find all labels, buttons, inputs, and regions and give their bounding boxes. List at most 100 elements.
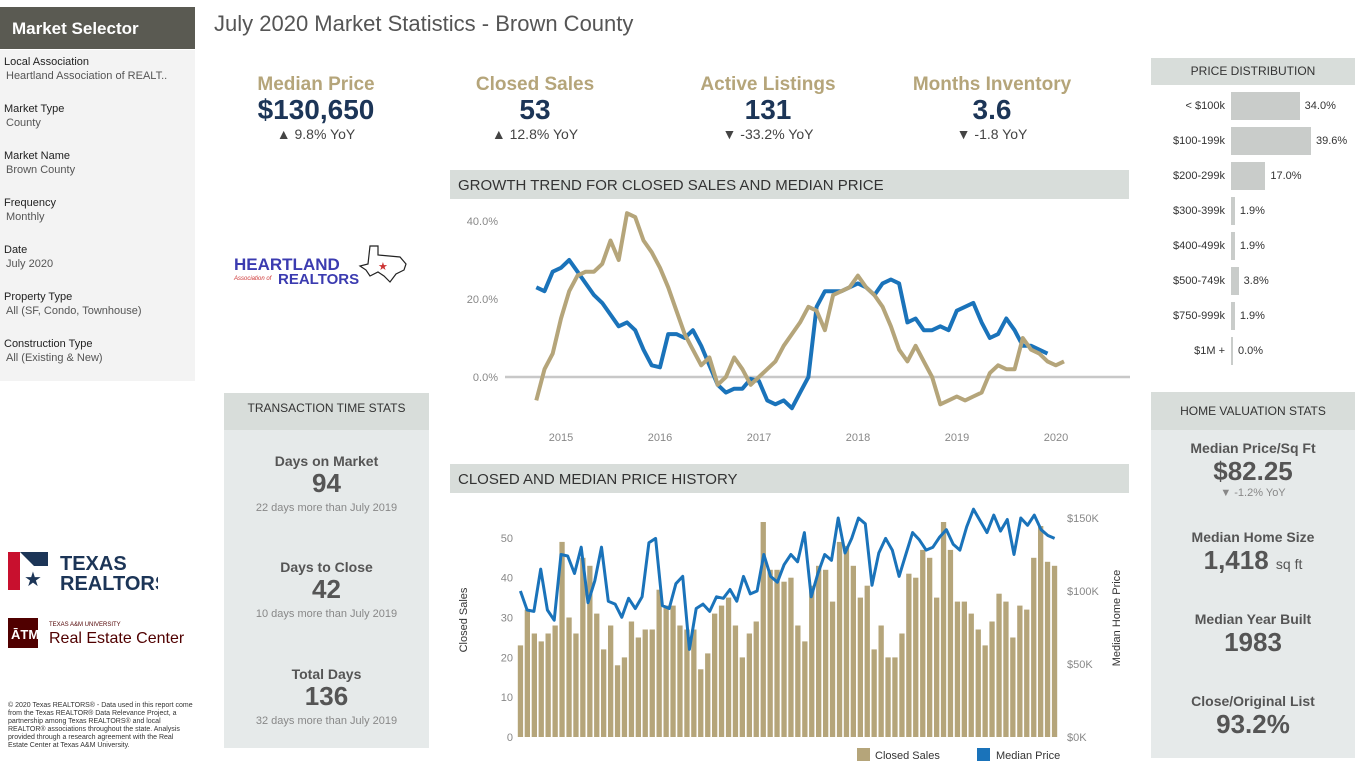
closed-sales-bar xyxy=(642,629,648,737)
y2-tick-label: $0K xyxy=(1067,732,1087,744)
price-distribution-row: $200-299k 17.0% xyxy=(1151,162,1366,190)
price-band-bar xyxy=(1231,92,1300,120)
closed-sales-bar xyxy=(982,645,988,737)
closed-sales-bar xyxy=(698,669,704,737)
closed-sales-bar xyxy=(788,577,794,737)
closed-sales-bar xyxy=(871,649,877,737)
y-tick-label: 0.0% xyxy=(473,372,498,384)
kpi-value: 131 xyxy=(744,94,792,125)
closed-sales-bar xyxy=(913,577,919,737)
closed-sales-bar xyxy=(927,557,933,737)
median-home-size-stat: Median Home Size 1,418 sq ft xyxy=(1151,529,1355,576)
copyright-text: © 2020 Texas REALTORS® - Data used in th… xyxy=(8,702,193,749)
filter-date[interactable]: July 2020 xyxy=(6,258,54,270)
y2-tick-label: $100K xyxy=(1067,586,1099,598)
filter-label-association: Local Association xyxy=(4,56,89,68)
filter-label-date: Date xyxy=(4,244,28,256)
filter-market-name[interactable]: Brown County xyxy=(6,164,76,176)
price-band-label: $400-499k xyxy=(1173,240,1225,252)
heartland-logo: HEARTLAND Association of REALTORS ★ xyxy=(228,240,413,290)
price-band-bar xyxy=(1231,232,1235,260)
price-distribution-row: $300-399k 1.9% xyxy=(1151,197,1366,225)
kpi-closed-sales: Closed Sales 53 ▲ 12.8% YoY xyxy=(435,74,635,142)
closed-sales-growth-line xyxy=(534,211,1065,407)
texas-logo-top: TEXAS xyxy=(60,553,127,575)
kpi-change: ▲ 12.8% YoY xyxy=(491,126,579,142)
filter-label-market-type: Market Type xyxy=(4,103,65,115)
kpi-value: 3.6 xyxy=(972,94,1012,125)
closed-median-price-history-chart: 0 10 20 30 40 50 $0K $50K $100K $150K Closed Sales… xyxy=(458,507,1123,762)
price-band-label: $300-399k xyxy=(1173,205,1225,217)
tamu-mark-icon xyxy=(8,618,38,648)
closed-sales-bar xyxy=(614,665,621,737)
price-band-pct: 1.9% xyxy=(1239,310,1265,322)
logo-star-icon: ★ xyxy=(24,569,42,591)
x-tick-label: 2015 xyxy=(549,432,573,444)
stat-value: $82.25 xyxy=(1213,456,1293,486)
texas-logo-bottom: REALTORS xyxy=(60,573,158,594)
stat-label: Days on Market xyxy=(274,453,379,469)
filter-property-type[interactable]: All (SF, Condo, Townhouse) xyxy=(6,305,142,317)
filter-label-construction-type: Construction Type xyxy=(4,338,93,350)
filter-frequency[interactable]: Monthly xyxy=(6,211,45,223)
closed-sales-bar xyxy=(705,653,711,737)
closed-sales-bar xyxy=(885,657,891,737)
closed-sales-bar xyxy=(823,569,829,737)
y-tick-label: 0 xyxy=(507,732,513,744)
closed-sales-bar xyxy=(545,633,551,737)
filter-label-frequency: Frequency xyxy=(4,197,56,209)
price-band-label: $200-299k xyxy=(1173,170,1225,182)
closed-sales-bar xyxy=(961,601,967,737)
closed-sales-bar xyxy=(635,637,641,737)
total-days-stat: Total Days 136 32 days more than July 20… xyxy=(224,666,429,727)
market-selector-panel: Local Association Heartland Association … xyxy=(0,50,195,381)
kpi-value: 53 xyxy=(519,94,551,125)
closed-sales-bar xyxy=(906,573,912,737)
close-original-list-stat: Close/Original List 93.2% xyxy=(1151,693,1355,740)
closed-sales-bar xyxy=(802,641,808,737)
closed-sales-bar xyxy=(850,565,856,737)
closed-sales-bar xyxy=(621,657,628,737)
x-tick-label: 2019 xyxy=(945,432,969,444)
closed-sales-bar xyxy=(947,549,954,737)
closed-sales-bar xyxy=(732,625,739,737)
x-tick-label: 2017 xyxy=(747,432,771,444)
stat-value: 1,418 xyxy=(1203,545,1269,575)
filter-association[interactable]: Heartland Association of REALT.. xyxy=(6,70,168,82)
price-band-label: $100-199k xyxy=(1173,135,1225,147)
price-band-label: $500-749k xyxy=(1173,275,1225,287)
closed-sales-bar xyxy=(677,625,683,737)
closed-sales-bar xyxy=(829,601,836,737)
kpi-change: ▼ -1.8 YoY xyxy=(956,126,1028,142)
filter-market-type[interactable]: County xyxy=(6,117,41,129)
growth-trend-chart: 0.0% 20.0% 40.0% 2015 2016 2017 2018 2019 2020 xyxy=(467,211,1130,444)
price-band-pct: 3.8% xyxy=(1243,275,1269,287)
closed-sales-bar xyxy=(857,597,863,737)
closed-sales-bar xyxy=(552,625,558,737)
y-tick-label: 10 xyxy=(501,692,513,704)
closed-sales-bar xyxy=(753,621,759,737)
y-tick-label: 20 xyxy=(501,652,513,664)
page-title: July 2020 Market Statistics - Brown Coun… xyxy=(214,11,634,36)
closed-sales-bar xyxy=(691,629,697,737)
price-distribution-row: $400-499k 1.9% xyxy=(1151,232,1366,260)
tamu-real-estate-center-logo: ĀTM TEXAS A&M UNIVERSITY Real Estate Cen… xyxy=(8,616,193,657)
closed-sales-bar xyxy=(878,625,884,737)
closed-sales-bar xyxy=(940,522,947,737)
price-band-bar xyxy=(1231,127,1311,155)
closed-sales-bar xyxy=(760,522,766,737)
closed-sales-bar xyxy=(712,613,718,737)
price-band-label: $1M + xyxy=(1194,345,1225,357)
closed-sales-bar xyxy=(809,585,815,737)
closed-sales-bar xyxy=(684,629,690,737)
closed-sales-bar xyxy=(594,613,600,737)
stat-label: Median Home Size xyxy=(1191,529,1315,545)
closed-sales-bar xyxy=(954,601,961,737)
closed-sales-bar xyxy=(795,625,801,737)
filter-construction-type[interactable]: All (Existing & New) xyxy=(6,352,103,364)
legend-swatch-closed-sales xyxy=(857,748,870,761)
star-icon: ★ xyxy=(378,261,388,273)
closed-sales-bar xyxy=(1038,526,1044,737)
transaction-stats-panel: Days on Market 94 22 days more than July… xyxy=(224,430,429,748)
closed-sales-bar xyxy=(531,633,537,737)
